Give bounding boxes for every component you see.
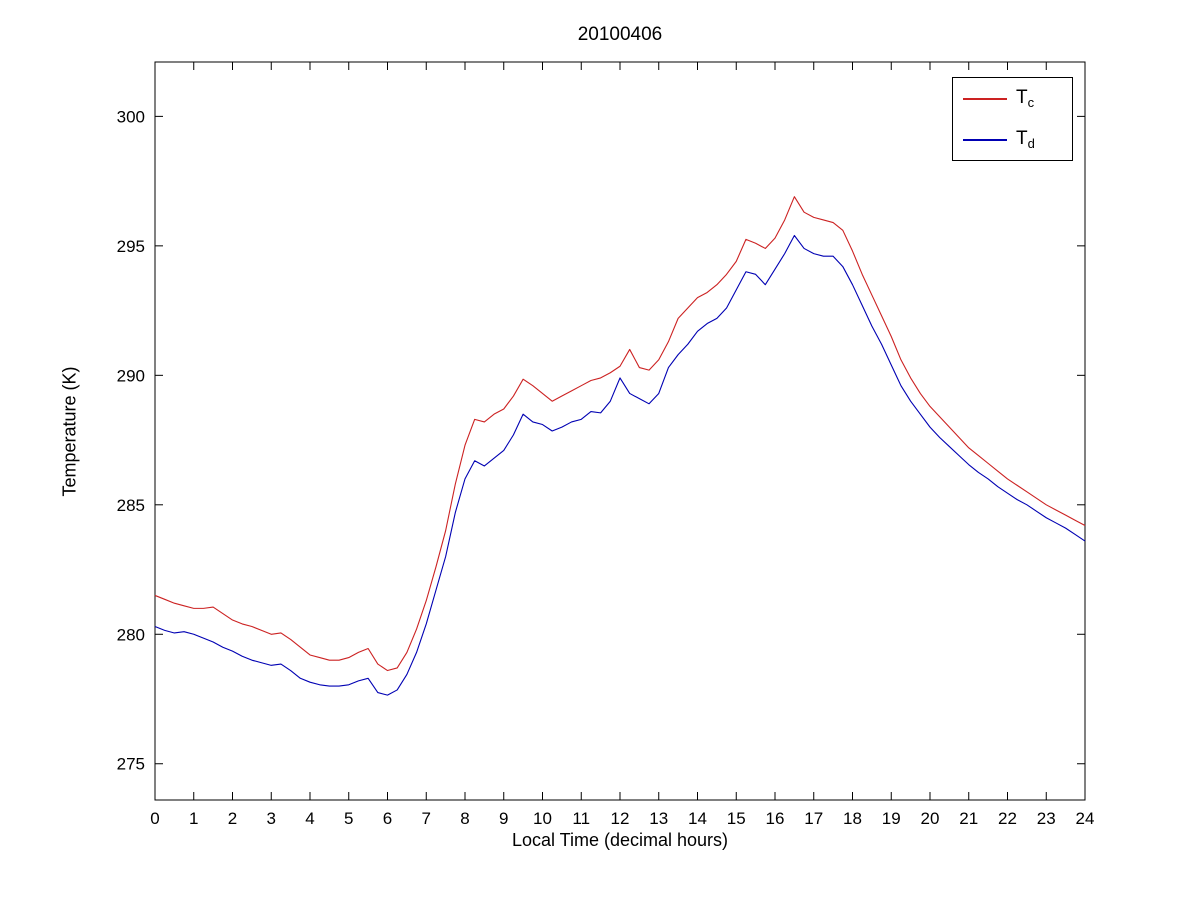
axes-box (154, 61, 1086, 801)
x-tick-label: 7 (422, 809, 431, 828)
x-tick-label: 21 (959, 809, 978, 828)
x-tick-label: 23 (1037, 809, 1056, 828)
y-tick-label: 280 (117, 625, 145, 644)
legend-label-td: Td (1016, 128, 1035, 151)
x-tick-label: 8 (460, 809, 469, 828)
x-axis-label: Local Time (decimal hours) (511, 830, 729, 850)
y-axis-label: Temperature (K) (59, 366, 80, 497)
x-tick-label: 24 (1076, 809, 1095, 828)
x-tick-label: 6 (383, 809, 392, 828)
y-tick-label: 300 (117, 107, 145, 126)
x-tick-label: 14 (688, 809, 707, 828)
x-tick-label: 2 (228, 809, 237, 828)
x-tick-label: 20 (921, 809, 940, 828)
x-tick-label: 12 (611, 809, 630, 828)
x-tick-label: 1 (189, 809, 198, 828)
legend-line-sample-blue (963, 138, 1007, 141)
x-tick-label: 4 (305, 809, 314, 828)
y-tick-label: 295 (117, 237, 145, 256)
x-tick-label: 3 (267, 809, 276, 828)
y-tick-label: 290 (117, 366, 145, 385)
x-tick-label: 15 (727, 809, 746, 828)
series-line-tc (154, 196, 1086, 672)
legend-label-tc: Tc (1016, 87, 1035, 110)
x-tick-label: 9 (499, 809, 508, 828)
x-tick-label: 11 (572, 809, 590, 828)
series-line-td (154, 234, 1086, 696)
x-tick-label: 18 (843, 809, 862, 828)
legend-line-sample-red (963, 97, 1007, 100)
x-tick-label: 5 (344, 809, 353, 828)
x-tick-label: 0 (150, 809, 159, 828)
chart-title: 20100406 (577, 24, 663, 45)
x-tick-label: 10 (533, 809, 552, 828)
x-tick-label: 22 (998, 809, 1017, 828)
legend-entry-tc: Tc (953, 80, 1072, 118)
y-tick-label: 275 (117, 755, 145, 774)
y-tick-label: 285 (117, 496, 145, 515)
x-tick-label: 17 (804, 809, 823, 828)
x-tick-label: 16 (766, 809, 785, 828)
x-tick-label: 13 (649, 809, 668, 828)
legend-box: Tc Td (952, 77, 1073, 161)
x-tick-label: 19 (882, 809, 901, 828)
legend-entry-td: Td (953, 121, 1072, 159)
